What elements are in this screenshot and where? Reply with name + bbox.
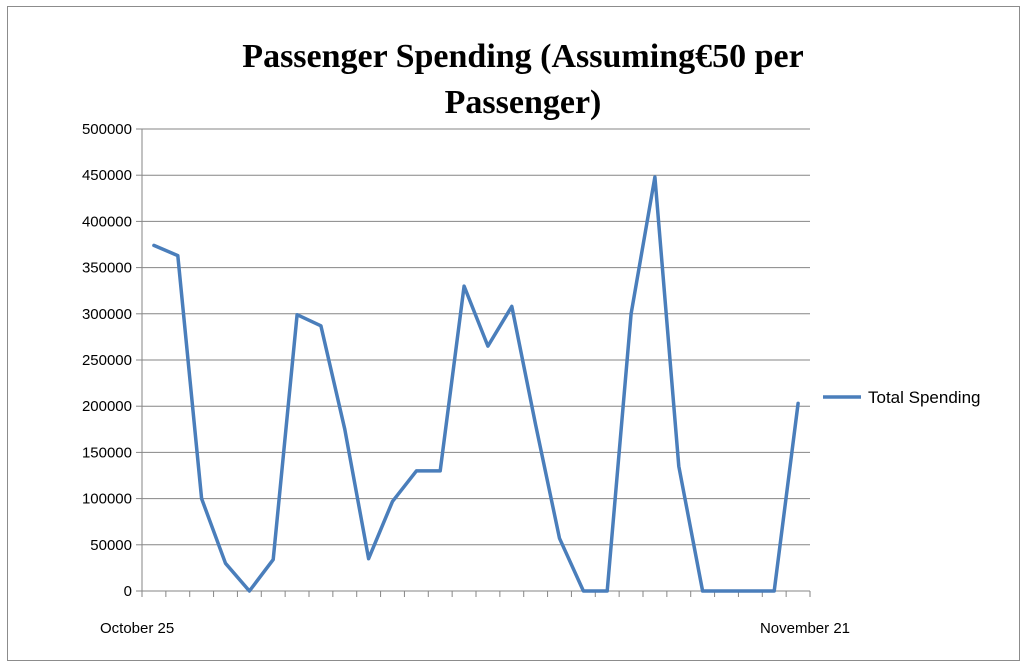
chart: Passenger Spending (Assuming€50 per Pass… (82, 38, 981, 637)
series-line-total-spending (152, 175, 800, 593)
x-axis: October 25 November 21 (100, 590, 850, 637)
chart-frame: Passenger Spending (Assuming€50 per Pass… (7, 6, 1020, 661)
chart-title-line-1: Passenger Spending (Assuming€50 per (242, 38, 803, 75)
y-tick-label: 200000 (82, 398, 132, 415)
y-tick-label: 500000 (82, 121, 132, 138)
legend: Total Spending (823, 388, 980, 407)
y-tick-label: 50000 (90, 537, 132, 554)
y-tick-label: 250000 (82, 352, 132, 369)
y-axis: 0 50000 100000 150000 200000 250000 300000 3500… (82, 121, 143, 600)
y-tick-label: 150000 (82, 444, 132, 461)
y-tick-label: 300000 (82, 306, 132, 323)
y-tick-label: 400000 (82, 213, 132, 230)
chart-title: Passenger Spending (Assuming€50 per Pass… (242, 38, 803, 121)
legend-label: Total Spending (868, 388, 980, 407)
x-tick-label-last: November 21 (760, 620, 850, 637)
chart-title-line-2: Passenger) (445, 84, 602, 121)
x-tick-label-first: October 25 (100, 620, 174, 637)
y-tick-label: 0 (124, 583, 132, 600)
y-tick-label: 450000 (82, 167, 132, 184)
y-tick-label: 350000 (82, 260, 132, 277)
plot-area (152, 175, 800, 593)
gridlines (142, 128, 810, 546)
y-tick-label: 100000 (82, 491, 132, 508)
